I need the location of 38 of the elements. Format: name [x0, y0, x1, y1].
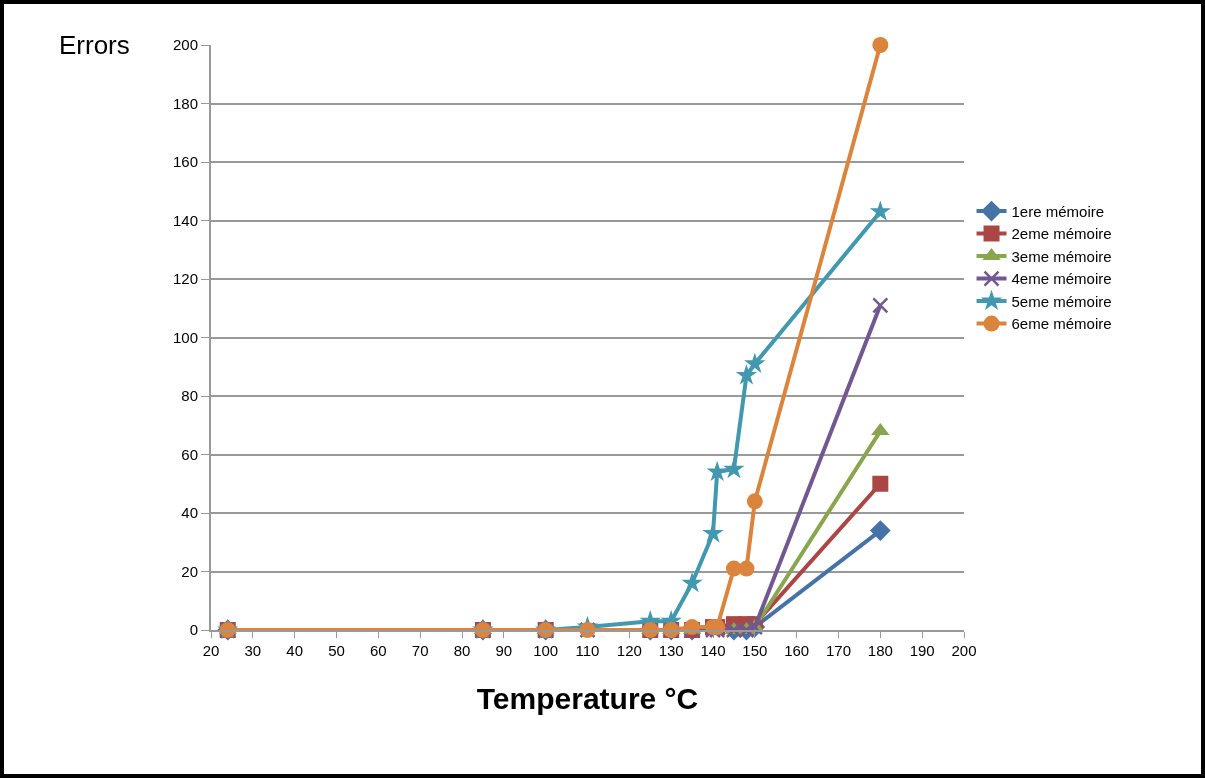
x-tick-label: 50	[328, 642, 345, 659]
y-tick-label: 80	[181, 387, 198, 405]
y-axis-title: Errors	[59, 30, 130, 60]
legend-label: 5eme mémoire	[1011, 292, 1112, 310]
y-tick-label: 200	[172, 36, 198, 54]
x-tick-label: 160	[784, 642, 810, 659]
y-tick-label: 180	[172, 94, 198, 112]
x-tick-label: 30	[244, 642, 262, 659]
y-tick-label: 100	[172, 328, 198, 346]
y-tick-label: 0	[189, 621, 198, 639]
legend-label: 6eme mémoire	[1011, 315, 1112, 333]
x-tick-label: 120	[616, 642, 642, 659]
x-tick-label: 170	[825, 642, 852, 659]
legend-label: 3eme mémoire	[1011, 247, 1112, 265]
legend-label: 1ere mémoire	[1011, 202, 1105, 220]
x-tick-label: 130	[658, 642, 684, 659]
x-axis-title: Temperature °C	[476, 682, 699, 715]
x-tick-label: 70	[411, 642, 429, 659]
x-tick-label: 80	[453, 642, 471, 659]
x-tick-label: 140	[700, 642, 726, 659]
y-tick-label: 120	[172, 270, 198, 288]
x-tick-label: 180	[867, 642, 893, 659]
x-tick-label: 20	[202, 642, 220, 659]
y-tick-label: 20	[181, 562, 198, 580]
x-tick-label: 100	[533, 642, 559, 659]
y-tick-label: 160	[172, 153, 198, 171]
legend-label: 2eme mémoire	[1011, 225, 1112, 243]
x-tick-label: 200	[951, 642, 977, 659]
x-tick-label: 190	[909, 642, 935, 659]
x-tick-label: 150	[742, 642, 768, 659]
x-tick-label: 90	[495, 642, 513, 659]
y-tick-label: 60	[181, 445, 198, 463]
y-tick-label: 140	[172, 211, 198, 229]
x-tick-label: 40	[286, 642, 304, 659]
x-tick-label: 60	[369, 642, 387, 659]
legend-label: 4eme mémoire	[1011, 270, 1112, 288]
x-tick-label: 110	[575, 642, 600, 659]
y-tick-label: 40	[181, 504, 198, 522]
